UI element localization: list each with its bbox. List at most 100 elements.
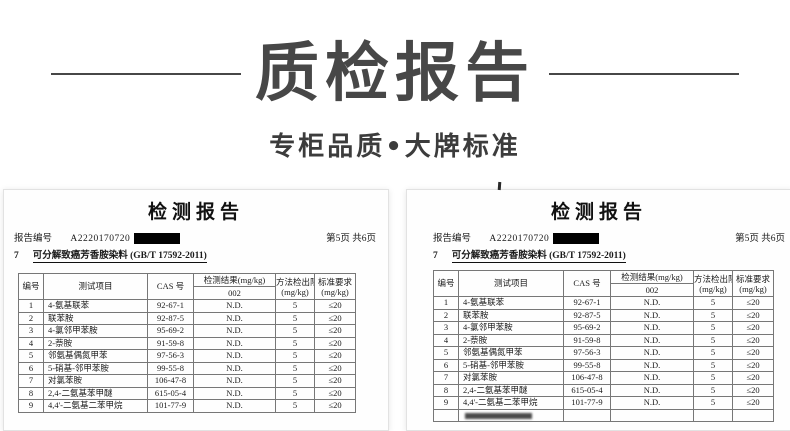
right-divider-line <box>549 73 739 75</box>
table-row: 3 4-氯邻甲苯胺 95-69-2 N.D. 5 ≤20 <box>18 324 356 338</box>
table-cell: N.D. <box>193 399 276 413</box>
report-document-left: 检测报告 报告编号 A2220170720 第5页 共6页 7 可分解致癌芳香胺… <box>3 189 389 431</box>
table-cell: 对氯苯胺 <box>458 371 564 385</box>
col-header-result-sub: 002 <box>193 286 276 300</box>
table-cell: 4 <box>18 336 44 350</box>
table-row: 7 对氯苯胺 106-47-8 N.D. 5 ≤20 <box>18 374 356 388</box>
col-header-cas: CAS 号 <box>563 270 611 297</box>
table-cell: 5 <box>693 321 733 335</box>
table-cell: N.D. <box>610 346 694 360</box>
table-cell: 91-59-8 <box>563 333 611 347</box>
report-number-group: 报告编号 A2220170720 <box>433 233 599 245</box>
col-header-result: 检测结果(mg/kg) <box>610 270 694 284</box>
col-header-requirement: 标准要求 (mg/kg) <box>314 273 356 300</box>
table-cell: N.D. <box>193 374 276 388</box>
page-indicator: 第5页 共6页 <box>326 234 376 244</box>
table-row: 8 2,4-二氨基苯甲醚 615-05-4 N.D. 5 ≤20 <box>18 386 356 400</box>
table-row: 2 联苯胺 92-87-5 N.D. 5 ≤20 <box>433 308 774 322</box>
table-cell: ≤20 <box>314 399 356 413</box>
report-title: 检测报告 <box>147 202 244 223</box>
table-cell: 4,4'-二氨基二苯甲烷 <box>458 396 564 410</box>
table-cell: 邻氨基偶氮甲苯 <box>43 349 148 363</box>
table-cell: ≤20 <box>732 371 774 385</box>
table-cell: ≤20 <box>314 374 356 388</box>
table-cell: 5 <box>693 371 733 385</box>
col-header-req-line1: 标准要求 <box>317 276 352 287</box>
table-cell: 5 <box>275 311 315 325</box>
table-cell: 联苯胺 <box>458 308 564 322</box>
table-cell: ≤20 <box>314 311 356 325</box>
table-row: 3 4-氯邻甲苯胺 95-69-2 N.D. 5 ≤20 <box>433 321 774 335</box>
table-cell: ≤20 <box>732 383 774 397</box>
table-row: 6 5-硝基-邻甲苯胺 99-55-8 N.D. 5 ≤20 <box>18 361 356 375</box>
table-cell: 106-47-8 <box>563 371 611 385</box>
table-row: 9 4,4'-二氨基二苯甲烷 101-77-9 N.D. 5 ≤20 <box>18 399 356 413</box>
table-cell: 2 <box>18 311 44 325</box>
table-cell: ≤20 <box>732 296 774 310</box>
table-cell: 106-47-8 <box>147 374 194 388</box>
table-cell: 2,4-二氨基苯甲醚 <box>458 383 564 397</box>
section-heading-row: 7 可分解致癌芳香胺染料 (GB/T 17592-2011) <box>433 250 626 263</box>
table-cell: 99-55-8 <box>147 361 194 375</box>
table-cell: 5 <box>433 346 459 360</box>
table-cell: ≤20 <box>732 321 774 335</box>
col-header-item: 测试项目 <box>458 270 564 297</box>
col-header-result-sub: 002 <box>610 283 694 297</box>
table-row: 7 对氯苯胺 106-47-8 N.D. 5 ≤20 <box>433 371 774 385</box>
table-cell: 4,4'-二氨基二苯甲烷 <box>43 399 148 413</box>
table-cell: 5 <box>693 296 733 310</box>
report-number-value: A2220170720 <box>70 234 131 244</box>
table-row: 1 4-氨基联苯 92-67-1 N.D. 5 ≤20 <box>433 296 774 310</box>
table-cell: 5 <box>275 349 315 363</box>
report-info-row: 报告编号 A2220170720 第5页 共6页 <box>433 233 785 245</box>
table-cell: 5 <box>18 349 44 363</box>
table-cell: 615-05-4 <box>563 383 611 397</box>
col-header-limit-line1: 方法检出限 <box>276 276 315 287</box>
section-number: 7 <box>14 251 19 261</box>
table-cell: ≤20 <box>314 336 356 350</box>
table-cell: 4-氯邻甲苯胺 <box>43 324 148 338</box>
table-cell: 5 <box>275 299 315 313</box>
table-cell: 3 <box>433 321 459 335</box>
table-row: 6 5-硝基-邻甲苯胺 99-55-8 N.D. 5 ≤20 <box>433 358 774 372</box>
table-cell: ≤20 <box>732 308 774 322</box>
table-header: 编号 测试项目 CAS 号 检测结果(mg/kg) 方法检出限 (mg/kg) … <box>18 273 356 300</box>
table-cell: 5 <box>275 386 315 400</box>
table-row: 9 4,4'-二氨基二苯甲烷 101-77-9 N.D. 5 ≤20 <box>433 396 774 410</box>
page-subtitle: 专柜品质•大牌标准 <box>269 132 521 162</box>
table-cell: ≤20 <box>314 349 356 363</box>
table-row: 1 4-氨基联苯 92-67-1 N.D. 5 ≤20 <box>18 299 356 313</box>
table-cell: ≤20 <box>732 333 774 347</box>
table-cell: 邻氨基偶氮甲苯 <box>458 346 564 360</box>
table-cell: 5 <box>275 399 315 413</box>
table-cell: ≤20 <box>732 346 774 360</box>
table-cell: 2,4-二氨基苯甲醚 <box>43 386 148 400</box>
table-cell: N.D. <box>610 296 694 310</box>
table-cell: 99-55-8 <box>563 358 611 372</box>
table-cell: 92-87-5 <box>147 311 194 325</box>
table-cell: 9 <box>18 399 44 413</box>
table-cell <box>563 408 611 422</box>
table-cell: 9 <box>433 396 459 410</box>
col-header-req-line1: 标准要求 <box>735 273 770 284</box>
table-header: 编号 测试项目 CAS 号 检测结果(mg/kg) 方法检出限 (mg/kg) … <box>433 270 774 297</box>
col-header-limit-line2: (mg/kg) <box>699 283 727 294</box>
table-cell: 7 <box>433 371 459 385</box>
table-cell: N.D. <box>610 358 694 372</box>
table-cell: 91-59-8 <box>147 336 194 350</box>
col-header-no: 编号 <box>18 273 44 300</box>
col-header-limit-line1: 方法检出限 <box>694 273 733 284</box>
table-cell: N.D. <box>610 371 694 385</box>
table-cell: 5 <box>693 358 733 372</box>
table-cell: 92-67-1 <box>563 296 611 310</box>
report-document-right: 检测报告 报告编号 A2220170720 第5页 共6页 7 可分解致癌芳香胺… <box>406 189 790 431</box>
table-cell: N.D. <box>193 311 276 325</box>
table-cell: 6 <box>433 358 459 372</box>
table-row: 4 2-萘胺 91-59-8 N.D. 5 ≤20 <box>433 333 774 347</box>
table-cell: 5 <box>693 346 733 360</box>
table-cell: 92-87-5 <box>563 308 611 322</box>
table-cell: 2-萘胺 <box>458 333 564 347</box>
col-header-no: 编号 <box>433 270 459 297</box>
page-indicator: 第5页 共6页 <box>735 234 785 244</box>
table-cell: N.D. <box>610 383 694 397</box>
